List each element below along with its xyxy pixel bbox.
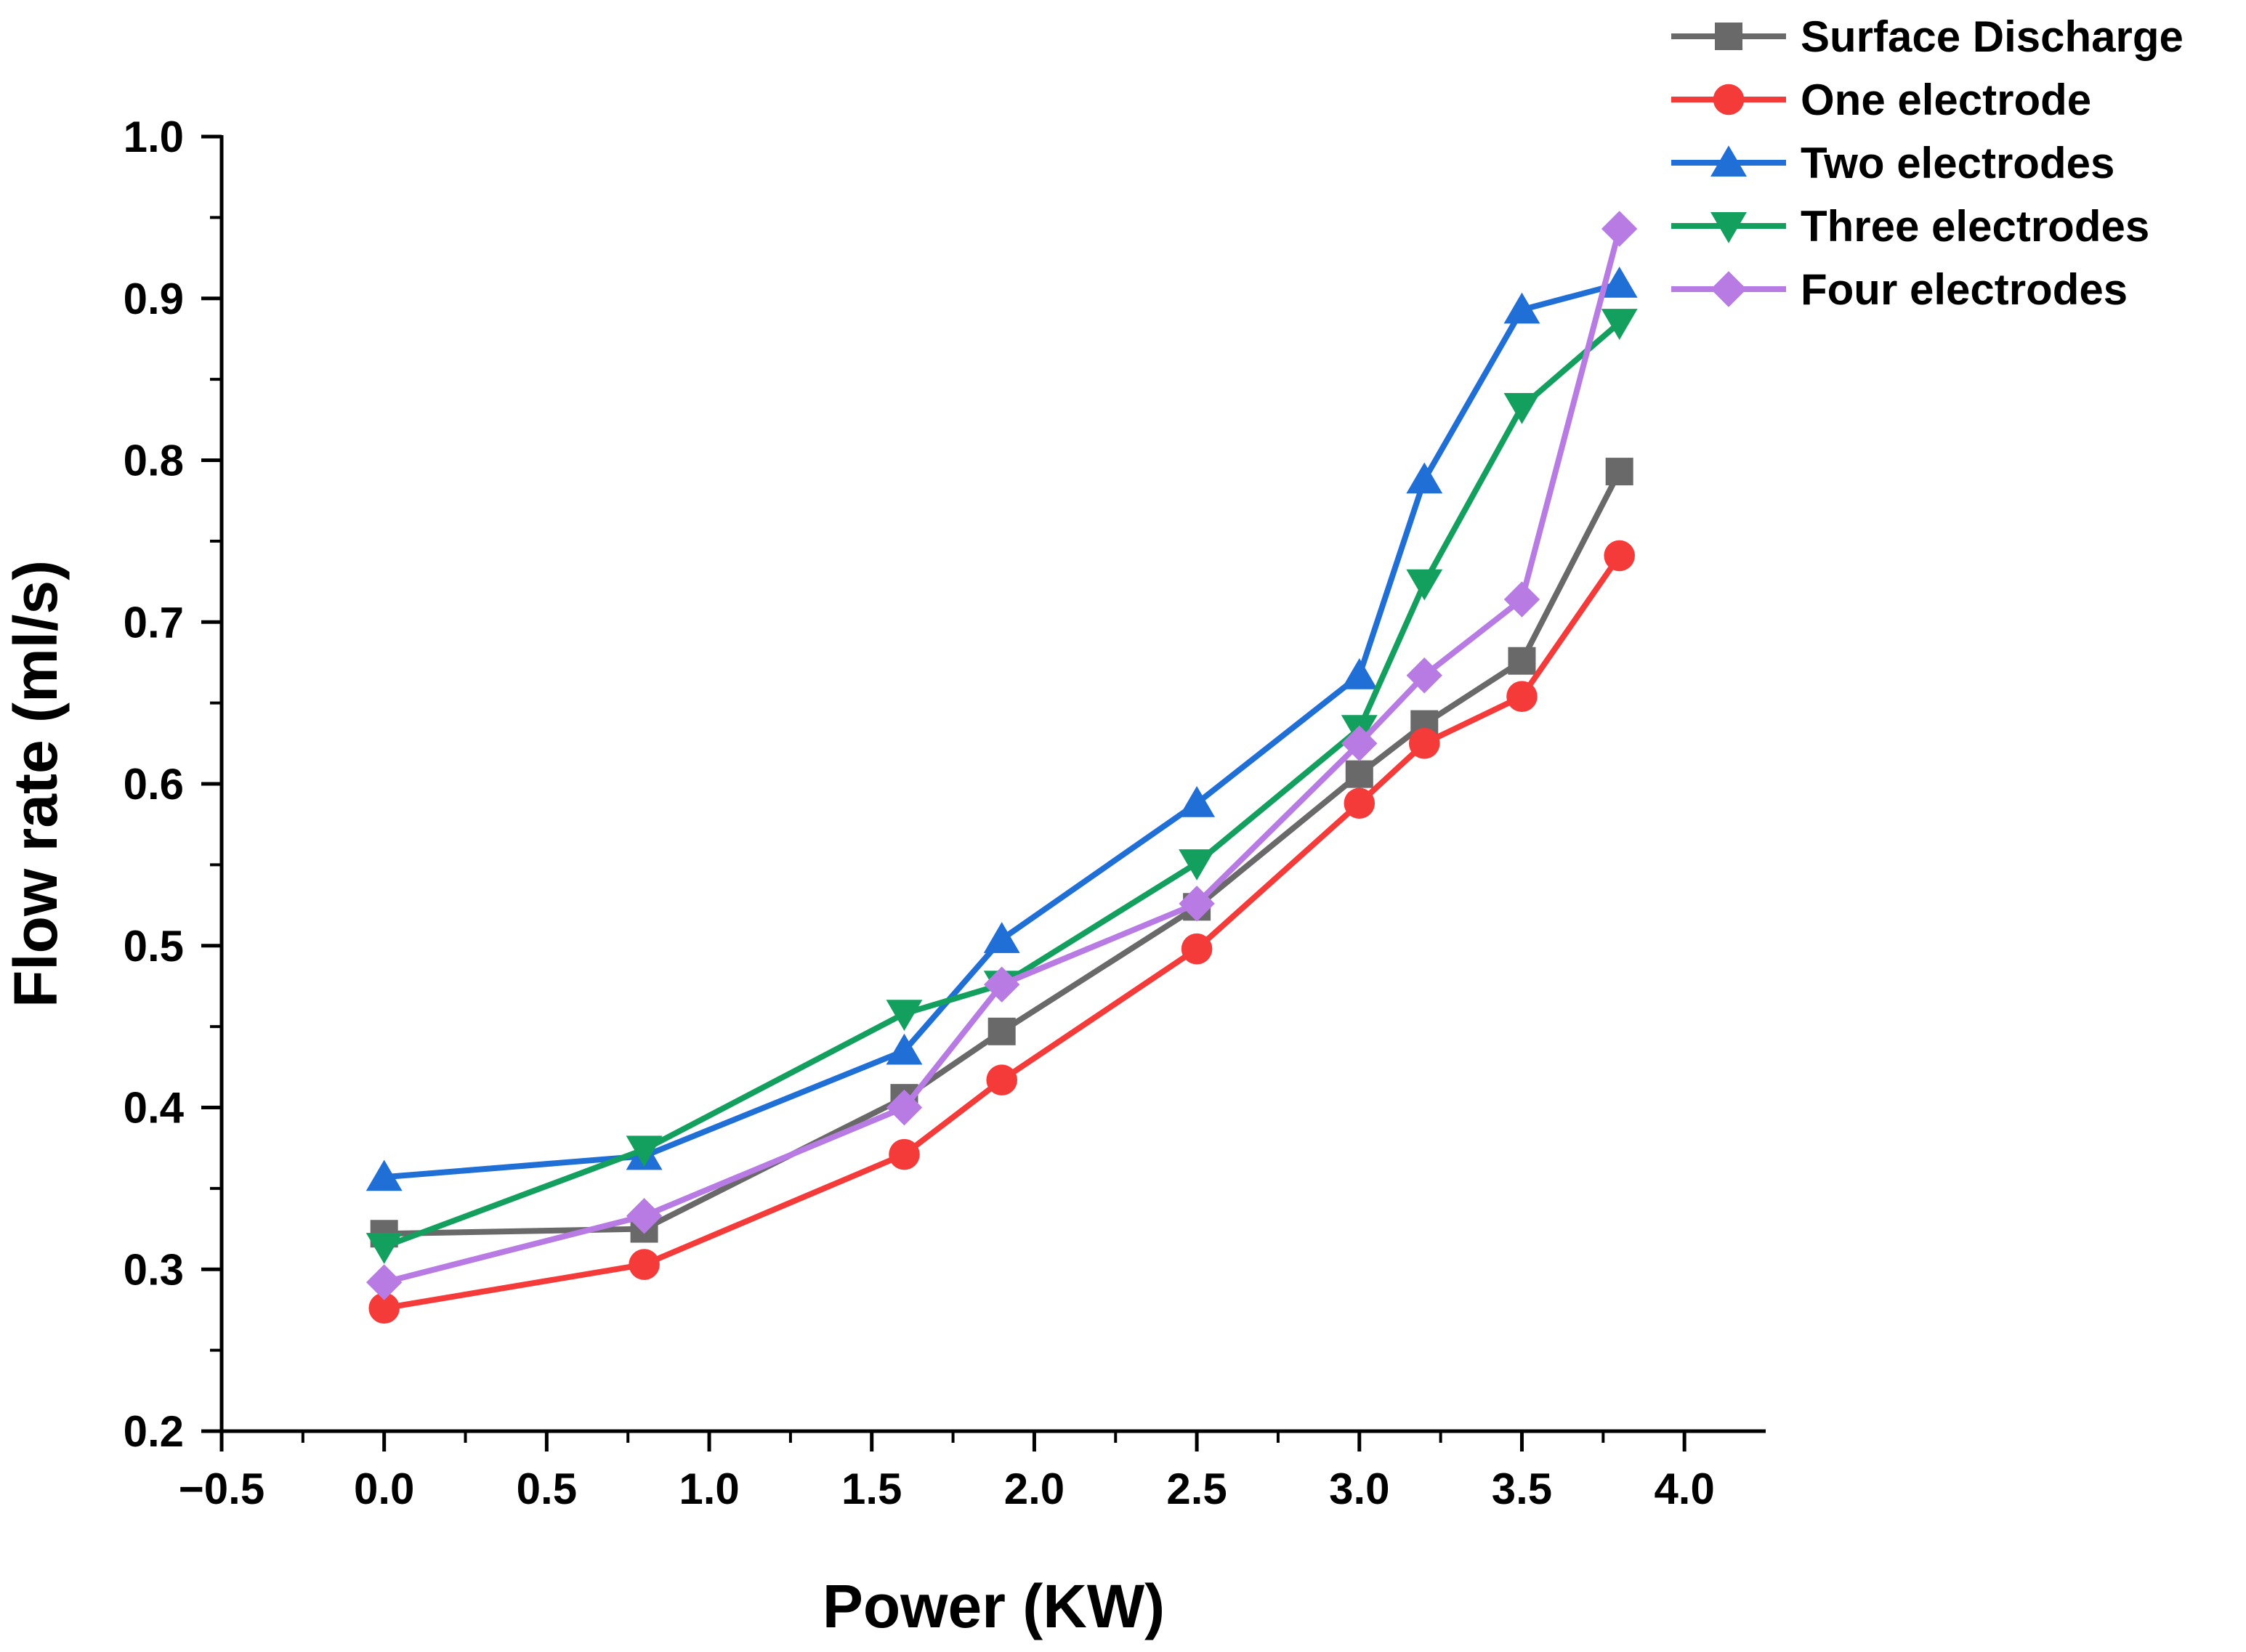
- y-tick-label: 0.9: [124, 275, 184, 323]
- data-point-surface-discharge: [1605, 458, 1633, 486]
- data-point-two-electrodes: [365, 1159, 403, 1191]
- legend-item-two-electrodes: Two electrodes: [1671, 139, 2114, 187]
- data-point-one-electrode: [1181, 933, 1213, 965]
- x-tick-label: −0.5: [179, 1465, 264, 1513]
- data-point-two-electrodes: [886, 1033, 923, 1065]
- data-point-three-electrodes: [886, 1000, 923, 1032]
- y-tick-label: 0.7: [124, 598, 184, 647]
- x-tick-label: 0.5: [517, 1465, 577, 1513]
- y-tick-label: 0.4: [124, 1084, 185, 1133]
- data-point-one-electrode: [629, 1249, 660, 1280]
- data-point-three-electrodes: [1406, 569, 1443, 601]
- x-tick-label: 1.0: [679, 1465, 739, 1513]
- series-layer: [365, 211, 1638, 1324]
- data-point-surface-discharge: [987, 1017, 1016, 1045]
- data-point-four-electrodes: [1601, 211, 1638, 247]
- x-tick-label: 0.0: [354, 1465, 414, 1513]
- data-point-surface-discharge: [1508, 647, 1536, 675]
- data-point-three-electrodes: [1179, 849, 1216, 880]
- data-point-four-electrodes: [1503, 581, 1540, 618]
- data-point-three-electrodes: [1503, 392, 1540, 424]
- data-point-four-electrodes: [1406, 657, 1442, 694]
- data-point-two-electrodes: [1601, 266, 1638, 298]
- data-point-one-electrode: [986, 1064, 1017, 1096]
- legend-label: Surface Discharge: [1801, 12, 2184, 61]
- data-point-one-electrode: [368, 1292, 400, 1324]
- y-tick-label: 0.8: [124, 437, 184, 485]
- legend-marker: [1710, 271, 1747, 307]
- data-point-one-electrode: [1506, 681, 1538, 712]
- series-two-electrodes: [365, 266, 1638, 1191]
- legend-item-four-electrodes: Four electrodes: [1671, 265, 2128, 314]
- x-tick-label: 3.0: [1329, 1465, 1389, 1513]
- data-point-one-electrode: [1344, 787, 1376, 819]
- data-point-two-electrodes: [1503, 292, 1540, 324]
- legend-label: Two electrodes: [1801, 139, 2114, 187]
- data-point-one-electrode: [1408, 728, 1440, 759]
- data-point-three-electrodes: [365, 1233, 403, 1264]
- data-point-four-electrodes: [983, 966, 1020, 1003]
- data-point-two-electrodes: [1406, 462, 1443, 494]
- data-point-surface-discharge: [1345, 760, 1373, 788]
- legend-marker: [1710, 145, 1747, 177]
- legend-marker: [1715, 23, 1742, 50]
- series-line-surface-discharge: [384, 470, 1623, 1237]
- data-point-two-electrodes: [983, 922, 1020, 953]
- legend-label: One electrode: [1801, 76, 2091, 124]
- axes: −0.5 0.0 0.5 1.0 1.5 2.0 2.5 3.0 3.5 4.0 0.2 0.3 0.4…: [124, 113, 1766, 1513]
- legend-label: Four electrodes: [1801, 265, 2128, 314]
- y-tick-label: 0.2: [124, 1407, 184, 1456]
- legend-label: Three electrodes: [1801, 202, 2149, 251]
- x-axis-title: Power (KW): [823, 1572, 1165, 1640]
- legend: Surface Discharge One electrode Two electr…: [1671, 12, 2184, 314]
- series-three-electrodes: [365, 309, 1638, 1264]
- data-point-four-electrodes: [626, 1198, 663, 1234]
- x-tick-label: 3.5: [1492, 1465, 1552, 1513]
- legend-marker: [1710, 212, 1747, 243]
- x-tick-label: 2.0: [1004, 1465, 1065, 1513]
- legend-item-surface-discharge: Surface Discharge: [1671, 12, 2184, 61]
- data-point-four-electrodes: [1341, 725, 1378, 762]
- series-line-four-electrodes: [383, 227, 1623, 1285]
- data-point-three-electrodes: [1601, 309, 1638, 340]
- data-point-one-electrode: [1604, 540, 1635, 572]
- data-point-one-electrode: [889, 1138, 920, 1170]
- series-surface-discharge: [370, 458, 1633, 1248]
- x-tick-label: 2.5: [1166, 1465, 1227, 1513]
- data-point-two-electrodes: [1341, 658, 1378, 689]
- legend-marker: [1713, 84, 1745, 116]
- y-tick-label: 0.5: [124, 922, 184, 971]
- y-tick-label: 0.3: [124, 1245, 184, 1294]
- data-point-four-electrodes: [886, 1089, 923, 1126]
- x-tick-label: 1.5: [841, 1465, 902, 1513]
- series-one-electrode: [368, 540, 1635, 1324]
- legend-item-three-electrodes: Three electrodes: [1671, 202, 2149, 251]
- data-point-two-electrodes: [1179, 785, 1216, 817]
- data-point-four-electrodes: [1179, 886, 1215, 922]
- y-axis-title: Flow rate (ml/s): [1, 560, 70, 1008]
- data-point-four-electrodes: [365, 1264, 403, 1300]
- y-tick-label: 1.0: [124, 113, 184, 161]
- data-point-three-electrodes: [626, 1135, 663, 1167]
- legend-item-one-electrode: One electrode: [1671, 76, 2091, 124]
- series-four-electrodes: [365, 211, 1638, 1300]
- y-tick-label: 0.6: [124, 760, 184, 809]
- x-tick-label: 4.0: [1654, 1465, 1714, 1513]
